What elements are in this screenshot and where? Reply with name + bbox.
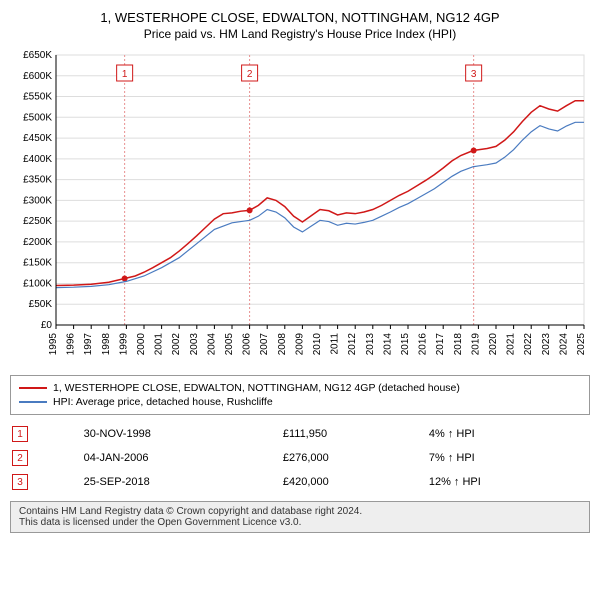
legend: 1, WESTERHOPE CLOSE, EDWALTON, NOTTINGHA… [10,375,590,415]
footer-attribution: Contains HM Land Registry data © Crown c… [10,501,590,533]
svg-text:£400K: £400K [23,154,52,165]
svg-text:2: 2 [247,69,253,80]
svg-text:2025: 2025 [576,333,587,356]
svg-text:2019: 2019 [470,333,481,356]
svg-text:2022: 2022 [523,333,534,356]
svg-text:2004: 2004 [206,333,217,356]
svg-text:2006: 2006 [242,333,253,356]
marker-pct: 7% ↑ HPI [429,447,588,469]
svg-text:2010: 2010 [312,333,323,356]
marker-badge: 1 [12,426,28,442]
svg-text:£450K: £450K [23,133,52,144]
svg-text:2021: 2021 [506,333,517,356]
price-chart: £0 £50K £100K £150K £200K £250K £300K £350K £400… [10,49,590,369]
legend-item: HPI: Average price, detached house, Rush… [19,396,581,408]
chart-title-block: 1, WESTERHOPE CLOSE, EDWALTON, NOTTINGHA… [10,10,590,41]
svg-text:1995: 1995 [48,333,59,356]
svg-text:2018: 2018 [453,333,464,356]
title-line-1: 1, WESTERHOPE CLOSE, EDWALTON, NOTTINGHA… [10,10,590,25]
svg-text:2000: 2000 [136,333,147,356]
svg-text:1996: 1996 [66,333,77,356]
svg-text:3: 3 [471,69,477,80]
svg-text:2013: 2013 [365,333,376,356]
svg-text:2023: 2023 [541,333,552,356]
title-line-2: Price paid vs. HM Land Registry's House … [10,27,590,41]
svg-text:1997: 1997 [83,333,94,356]
svg-text:2020: 2020 [488,333,499,356]
legend-label: HPI: Average price, detached house, Rush… [53,396,273,408]
legend-swatch [19,401,47,403]
svg-text:£500K: £500K [23,112,52,123]
svg-text:2003: 2003 [189,333,200,356]
marker-date: 25-SEP-2018 [84,471,281,493]
svg-text:2007: 2007 [259,333,270,356]
legend-swatch [19,387,47,389]
footer-line-1: Contains HM Land Registry data © Crown c… [19,506,581,517]
marker-row: 1 30-NOV-1998£111,9504% ↑ HPI [12,423,588,445]
svg-text:£350K: £350K [23,175,52,186]
svg-text:2005: 2005 [224,333,235,356]
svg-text:2024: 2024 [558,333,569,356]
svg-text:£0: £0 [41,320,53,331]
marker-date: 04-JAN-2006 [84,447,281,469]
svg-text:2002: 2002 [171,333,182,356]
svg-text:£50K: £50K [29,299,53,310]
marker-pct: 4% ↑ HPI [429,423,588,445]
marker-price: £420,000 [283,471,427,493]
svg-text:£650K: £650K [23,50,52,61]
marker-pct: 12% ↑ HPI [429,471,588,493]
svg-text:2015: 2015 [400,333,411,356]
footer-line-2: This data is licensed under the Open Gov… [19,517,581,528]
svg-text:2012: 2012 [347,333,358,356]
chart-container: £0 £50K £100K £150K £200K £250K £300K £350K £400… [10,49,590,369]
svg-text:£100K: £100K [23,278,52,289]
svg-text:2016: 2016 [418,333,429,356]
svg-text:1999: 1999 [118,333,129,356]
svg-text:2009: 2009 [294,333,305,356]
svg-text:£550K: £550K [23,92,52,103]
svg-text:2001: 2001 [154,333,165,356]
svg-text:£300K: £300K [23,195,52,206]
svg-text:2014: 2014 [382,333,393,356]
svg-text:£600K: £600K [23,71,52,82]
svg-text:1: 1 [122,69,128,80]
svg-text:£150K: £150K [23,258,52,269]
svg-text:2011: 2011 [330,333,341,355]
marker-table: 1 30-NOV-1998£111,9504% ↑ HPI 2 04-JAN-2006… [10,421,590,495]
marker-price: £276,000 [283,447,427,469]
marker-row: 3 25-SEP-2018£420,00012% ↑ HPI [12,471,588,493]
svg-text:1998: 1998 [101,333,112,356]
svg-text:2008: 2008 [277,333,288,356]
legend-label: 1, WESTERHOPE CLOSE, EDWALTON, NOTTINGHA… [53,382,460,394]
marker-price: £111,950 [283,423,427,445]
marker-badge: 3 [12,474,28,490]
svg-text:2017: 2017 [435,333,446,356]
marker-date: 30-NOV-1998 [84,423,281,445]
svg-text:£200K: £200K [23,237,52,248]
marker-badge: 2 [12,450,28,466]
legend-item: 1, WESTERHOPE CLOSE, EDWALTON, NOTTINGHA… [19,382,581,394]
svg-text:£250K: £250K [23,216,52,227]
marker-row: 2 04-JAN-2006£276,0007% ↑ HPI [12,447,588,469]
